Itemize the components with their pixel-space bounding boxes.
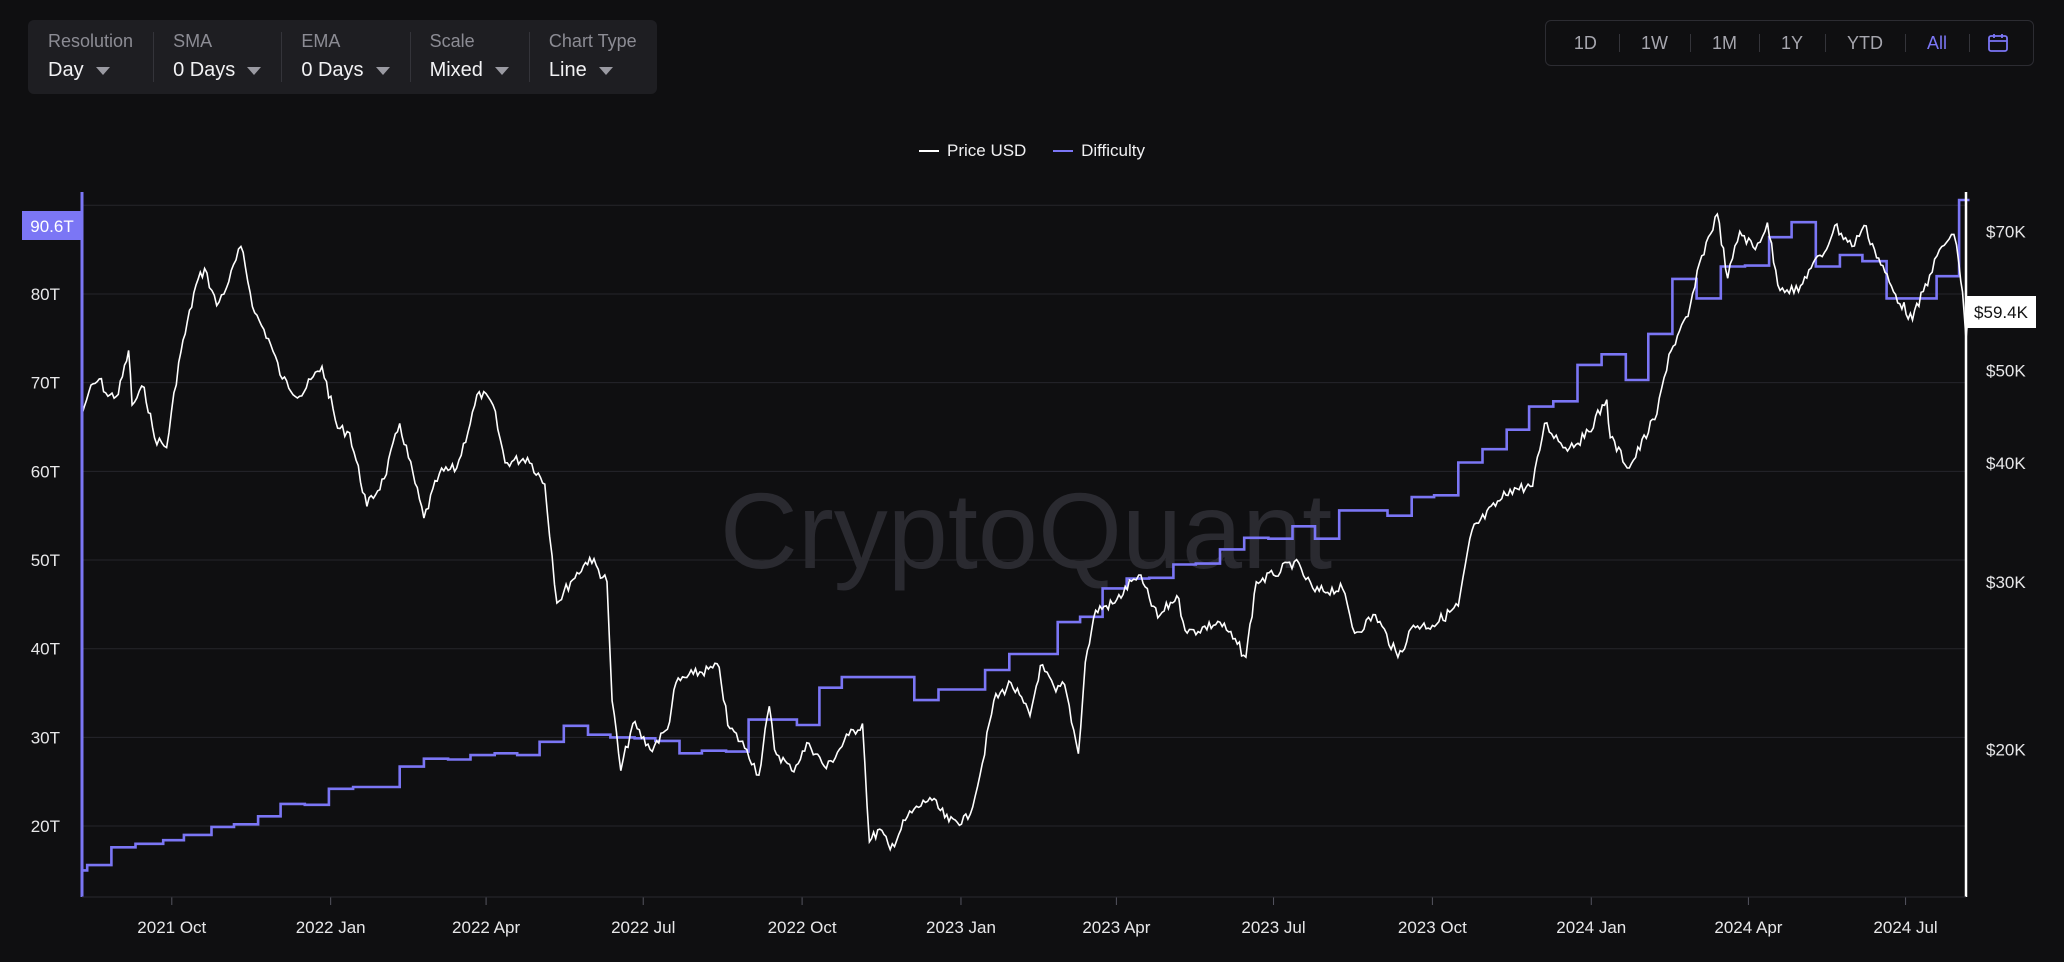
resolution-dropdown[interactable]: Resolution Day xyxy=(28,20,153,94)
ema-value: 0 Days xyxy=(301,59,364,81)
price-series-line xyxy=(81,212,1971,852)
y-right-tick-label: $20K xyxy=(1986,740,2026,759)
y-left-tick-label: 40T xyxy=(31,640,60,659)
price-current-badge: $59.4K xyxy=(1966,296,2036,328)
legend-swatch-price xyxy=(918,150,939,152)
y-left-tick-label: 60T xyxy=(31,462,60,481)
chart-type-dropdown[interactable]: Chart Type Line xyxy=(528,20,657,94)
legend-label-difficulty: Difficulty xyxy=(1081,141,1146,160)
x-tick-label: 2022 Jul xyxy=(611,918,675,937)
ema-label: EMA xyxy=(301,31,341,51)
chevron-down-icon xyxy=(375,66,390,75)
y-left-tick-label: 70T xyxy=(31,374,60,393)
sma-value: 0 Days xyxy=(173,59,236,81)
legend-item-difficulty[interactable]: Difficulty xyxy=(1053,141,1145,161)
x-tick-label: 2023 Apr xyxy=(1082,918,1150,937)
legend-item-price[interactable]: Price USD xyxy=(918,141,1027,161)
resolution-value: Day xyxy=(48,59,84,81)
x-tick-label: 2022 Jan xyxy=(296,918,366,937)
range-ytd-button[interactable]: YTD xyxy=(1824,21,1905,65)
difficulty-series-line xyxy=(82,198,1970,872)
chevron-down-icon xyxy=(95,66,110,75)
chevron-down-icon xyxy=(494,66,509,75)
range-all-button[interactable]: All xyxy=(1904,21,1969,65)
range-1m-button[interactable]: 1M xyxy=(1689,21,1759,65)
price-current-label: $59.4K xyxy=(1974,303,2029,322)
watermark: CryptoQuant xyxy=(720,470,1332,591)
x-tick-label: 2024 Jan xyxy=(1556,918,1626,937)
x-tick-label: 2023 Oct xyxy=(1398,918,1467,937)
ema-dropdown[interactable]: EMA 0 Days xyxy=(281,20,409,94)
x-tick-label: 2022 Oct xyxy=(768,918,837,937)
sma-dropdown[interactable]: SMA 0 Days xyxy=(153,20,281,94)
y-right-tick-label: $40K xyxy=(1986,454,2026,473)
chart-legend: Price USD Difficulty xyxy=(0,137,2064,161)
chart-type-label: Chart Type xyxy=(548,31,637,51)
y-left-tick-label: 30T xyxy=(31,728,60,747)
chart-controls-panel: Resolution Day SMA 0 Days EMA 0 Days Sca… xyxy=(28,20,657,94)
y-right-tick-label: $30K xyxy=(1986,573,2026,592)
x-tick-label: 2023 Jan xyxy=(926,918,996,937)
scale-label: Scale xyxy=(429,31,475,51)
y-left-tick-label: 50T xyxy=(31,551,60,570)
gridlines xyxy=(82,204,1966,827)
range-1y-button[interactable]: 1Y xyxy=(1758,21,1825,65)
right-axis-labels: $20K $30K $40K $50K $70K xyxy=(1986,222,2026,759)
x-tick-label: 2024 Jul xyxy=(1873,918,1937,937)
x-tick-label: 2021 Oct xyxy=(137,918,206,937)
scale-value: Mixed xyxy=(429,59,483,81)
x-axis-labels: 2021 Oct 2022 Jan 2022 Apr 2022 Jul 2022 Oct… xyxy=(137,897,1938,937)
legend-label-price: Price USD xyxy=(946,141,1027,160)
x-tick-label: 2022 Apr xyxy=(452,918,520,937)
y-left-tick-label: 20T xyxy=(31,817,60,836)
chevron-down-icon xyxy=(247,66,262,75)
date-picker-button[interactable] xyxy=(1969,21,2027,65)
chevron-down-icon xyxy=(598,66,613,75)
left-axis-labels: 20T 30T 40T 50T 60T 70T 80T xyxy=(31,285,60,836)
resolution-label: Resolution xyxy=(48,31,134,51)
chart-type-value: Line xyxy=(548,59,587,81)
legend-swatch-difficulty xyxy=(1053,150,1074,152)
y-left-tick-label: 80T xyxy=(31,285,60,304)
y-right-tick-label: $70K xyxy=(1986,222,2026,241)
time-range-selector: 1D 1W 1M 1Y YTD All xyxy=(1544,20,2034,66)
calendar-icon xyxy=(1988,34,2008,52)
range-1d-button[interactable]: 1D xyxy=(1573,33,1597,53)
y-right-tick-label: $50K xyxy=(1986,362,2026,381)
difficulty-current-badge: 90.6T xyxy=(22,211,82,240)
x-tick-label: 2024 Apr xyxy=(1714,918,1782,937)
range-1w-button[interactable]: 1W xyxy=(1618,21,1690,65)
sma-label: SMA xyxy=(173,31,213,51)
scale-dropdown[interactable]: Scale Mixed xyxy=(409,20,529,94)
difficulty-current-label: 90.6T xyxy=(30,217,73,236)
x-tick-label: 2023 Jul xyxy=(1241,918,1305,937)
